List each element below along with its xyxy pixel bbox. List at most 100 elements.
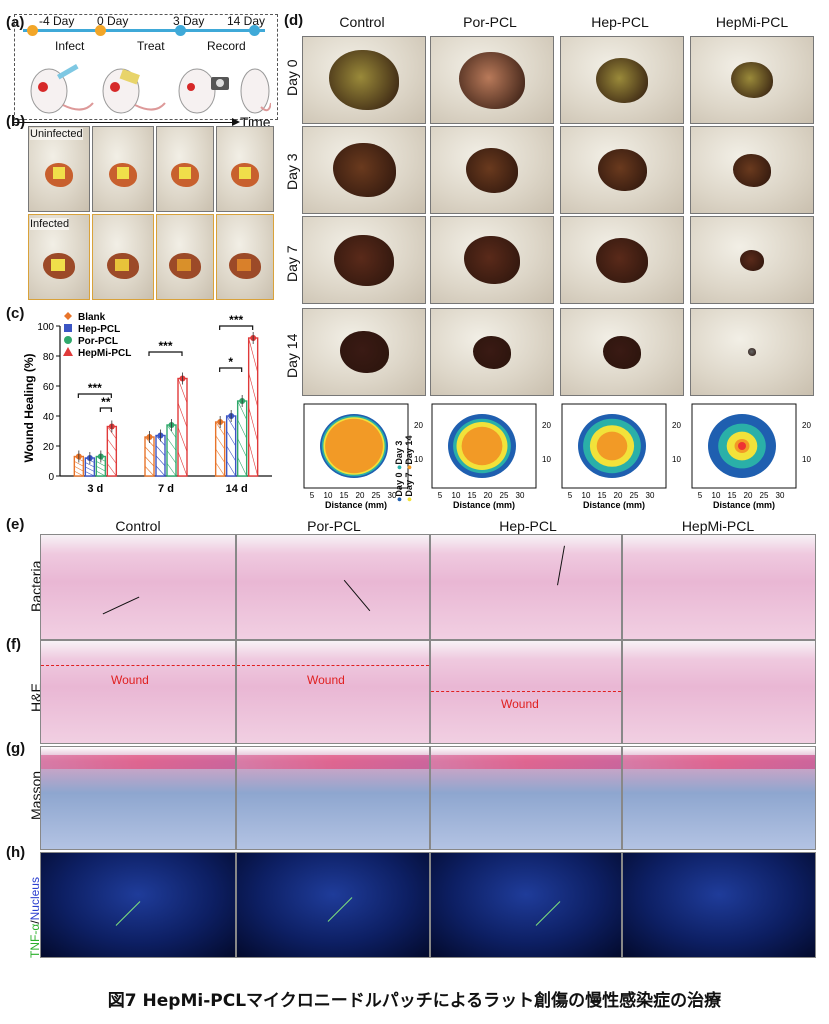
bar-hatch bbox=[96, 461, 106, 467]
bacteria-image bbox=[622, 534, 816, 640]
wound-area bbox=[602, 335, 642, 369]
bar-hatch bbox=[166, 437, 177, 451]
panel-label-c: (c) bbox=[6, 305, 25, 322]
bar-hatch bbox=[107, 463, 117, 477]
x-tick-label: 10 bbox=[712, 491, 721, 500]
x-tick-label: 10 bbox=[324, 491, 333, 500]
x-tick-label: 15 bbox=[598, 491, 607, 500]
bar-hatch bbox=[226, 430, 236, 447]
bar-hatch bbox=[177, 427, 188, 452]
chart-bars bbox=[73, 332, 259, 477]
x-axis-label: Distance (mm) bbox=[453, 500, 515, 510]
bar-hatch bbox=[155, 445, 166, 456]
wound-photo bbox=[560, 308, 684, 396]
wound-area bbox=[458, 51, 526, 109]
hist-col-title: HepMi-PCL bbox=[681, 518, 755, 534]
wound-photo bbox=[690, 308, 814, 396]
bar-hatch bbox=[215, 421, 225, 436]
bar-hatch bbox=[166, 463, 177, 477]
panel-label-g: (g) bbox=[6, 740, 26, 757]
wound-area bbox=[332, 143, 396, 197]
wound-healing-chart: Wound Healing (%) 0 20 40 60 80 100 3 d 7 d 14 d… bbox=[22, 312, 272, 495]
wound-photo bbox=[560, 216, 684, 304]
legend-label: HepMi-PCL bbox=[78, 348, 131, 359]
he-image: Wound bbox=[236, 640, 430, 744]
legend-day7: Day 7 bbox=[404, 472, 414, 497]
bar-hatch bbox=[144, 466, 155, 477]
bar-hatch bbox=[237, 457, 247, 477]
timeline-dot bbox=[95, 25, 106, 36]
arrow-indicator bbox=[115, 901, 141, 926]
bar-hatch bbox=[177, 402, 188, 428]
wound-area bbox=[747, 348, 757, 356]
wound-area bbox=[472, 335, 512, 369]
timeline-dot bbox=[27, 25, 38, 36]
bar-hatch bbox=[248, 337, 258, 373]
time-arrow-head bbox=[232, 118, 240, 126]
infected-photo bbox=[216, 214, 274, 300]
row-label: Day 3 bbox=[284, 153, 300, 190]
infected-label: Infected bbox=[30, 218, 70, 230]
x-tick-label: 5 bbox=[698, 491, 703, 500]
wound-photo bbox=[430, 36, 554, 124]
sig-bracket bbox=[219, 325, 254, 330]
wound-photo bbox=[430, 126, 554, 214]
bar-hatch bbox=[226, 445, 236, 462]
legend-marker bbox=[63, 347, 73, 356]
wound-area bbox=[465, 147, 519, 193]
wound-boundary bbox=[237, 665, 429, 666]
bar-hatch bbox=[177, 451, 188, 477]
wound-photo bbox=[302, 36, 426, 124]
wound-area bbox=[334, 234, 394, 286]
bar bbox=[225, 415, 237, 477]
y-tick-label: 80 bbox=[43, 352, 55, 363]
contour-center bbox=[738, 442, 746, 450]
col-title: Hep-PCL bbox=[591, 14, 649, 30]
wound-label: Wound bbox=[501, 697, 539, 711]
wound-area bbox=[595, 237, 649, 283]
bar-hatch bbox=[96, 470, 106, 477]
x-tick-label: 15 bbox=[340, 491, 349, 500]
rat-icon bbox=[30, 64, 94, 114]
tnf-image bbox=[430, 852, 622, 958]
col-title: Por-PCL bbox=[463, 14, 517, 30]
bar-hatch bbox=[237, 400, 247, 420]
contour-legend: ●Day 0 ●Day 3 ●Day 7 ●Day 14 bbox=[394, 435, 414, 502]
sig-bracket bbox=[219, 367, 243, 372]
legend-label: Hep-PCL bbox=[78, 324, 120, 335]
x-tick-label: 25 bbox=[760, 491, 769, 500]
sig-bracket bbox=[77, 393, 112, 398]
contour-region bbox=[325, 418, 383, 474]
bar bbox=[166, 424, 177, 477]
tnf-image bbox=[40, 852, 236, 958]
wound-area bbox=[339, 331, 389, 373]
arrow-indicator bbox=[102, 596, 140, 615]
x-tick-label: 15 bbox=[728, 491, 737, 500]
wound-photo bbox=[690, 126, 814, 214]
sig-label: *** bbox=[158, 339, 172, 353]
arrow-indicator bbox=[327, 897, 353, 922]
wound-area bbox=[731, 62, 773, 98]
x-tick-label: 14 d bbox=[226, 483, 248, 495]
x-tick-label: 30 bbox=[516, 491, 525, 500]
panel-label-b: (b) bbox=[6, 113, 26, 130]
bar bbox=[155, 434, 166, 477]
infected-photo bbox=[92, 214, 154, 300]
legend-marker bbox=[64, 312, 72, 320]
x-tick-label: 5 bbox=[438, 491, 443, 500]
panel-label-d: (d) bbox=[284, 12, 304, 29]
rat-illustrations bbox=[30, 64, 271, 114]
panel-label-f: (f) bbox=[6, 636, 21, 653]
collagen-band bbox=[623, 755, 815, 769]
legend-marker bbox=[64, 336, 72, 344]
x-tick-label: 5 bbox=[568, 491, 573, 500]
x-tick-label: 20 bbox=[356, 491, 365, 500]
bacteria-image bbox=[430, 534, 622, 640]
wound-photo bbox=[302, 308, 426, 396]
bar-hatch bbox=[226, 460, 236, 477]
masson-image bbox=[40, 746, 236, 850]
wound-area bbox=[329, 50, 399, 110]
y-axis-label: Wound Healing (%) bbox=[22, 353, 36, 462]
x-axis-label: Distance (mm) bbox=[583, 500, 645, 510]
